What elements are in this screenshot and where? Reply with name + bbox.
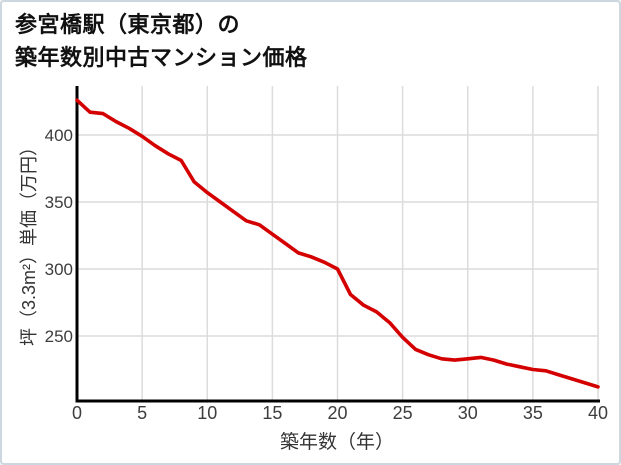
- y-tick-label: 300: [45, 260, 73, 279]
- x-axis-title: 築年数（年）: [279, 432, 395, 453]
- chart-title-line2: 築年数別中古マンション価格: [15, 45, 308, 70]
- x-tick-label: 0: [72, 403, 82, 423]
- chart-title: 参宮橋駅（東京都）の 築年数別中古マンション価格: [15, 8, 308, 74]
- x-tick-label: 15: [262, 403, 282, 423]
- chart-title-line1: 参宮橋駅（東京都）の: [15, 12, 241, 37]
- x-tick-label: 30: [458, 403, 478, 423]
- x-tick-label: 10: [197, 403, 217, 423]
- x-tick-label: 35: [523, 403, 543, 423]
- y-tick-label: 350: [45, 193, 73, 212]
- y-tick-label: 250: [45, 327, 73, 346]
- price-line: [75, 98, 600, 389]
- x-tick-label: 40: [588, 403, 608, 423]
- x-tick-label: 25: [393, 403, 413, 423]
- y-tick-label: 400: [45, 126, 73, 145]
- x-tick-label: 5: [137, 403, 147, 423]
- x-tick-label: 20: [327, 403, 347, 423]
- y-axis-title: 坪（3.3m²）単価（万円）: [19, 137, 39, 347]
